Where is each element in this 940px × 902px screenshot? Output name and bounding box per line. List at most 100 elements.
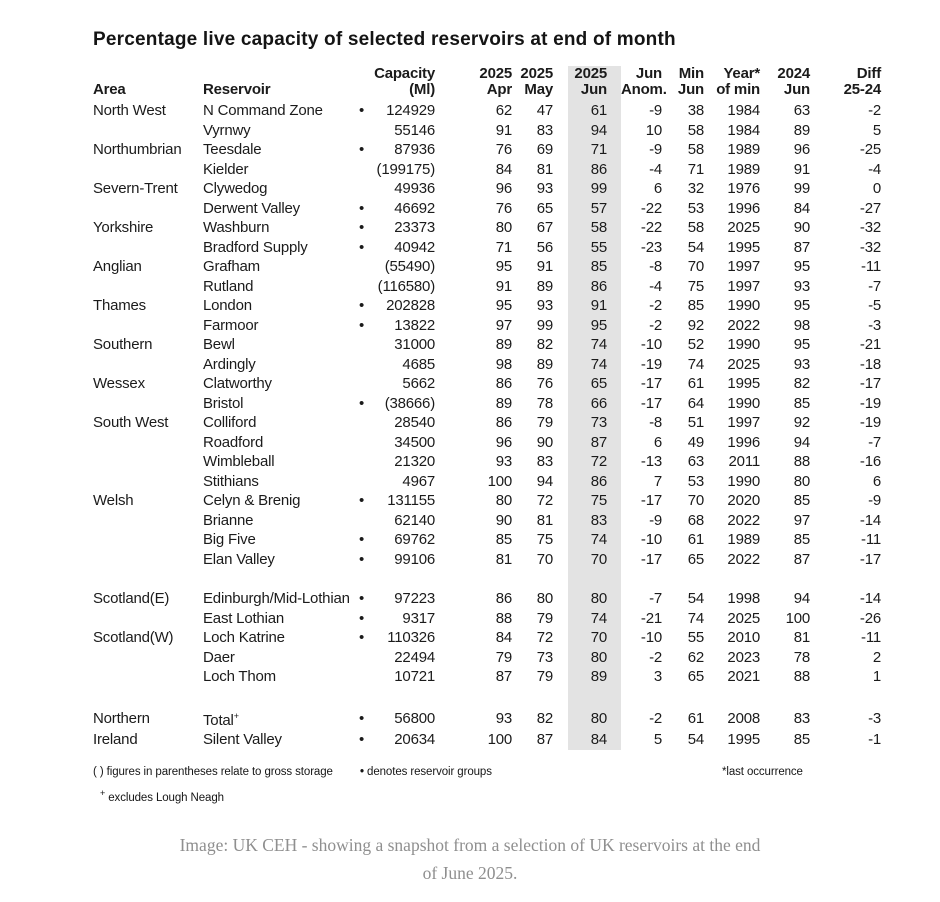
table-row: Bristol • (38666) 89 78 66 -17 64 1990 85 -19 [93, 393, 881, 413]
header-line1: 2024 [777, 65, 810, 82]
cell-anom: 6 [653, 433, 662, 451]
group-bullet-icon: • [359, 316, 365, 334]
cell-capacity: (55490) [384, 258, 436, 275]
header-line1: Capacity [374, 65, 435, 82]
cell-reservoir [203, 569, 352, 589]
cell-area: Northern [93, 709, 150, 727]
cell-area [93, 355, 203, 375]
cell-area [93, 472, 203, 492]
header-line2: of min [716, 81, 760, 98]
cell-reservoir: Loch Thom [203, 668, 276, 685]
cell-capacity: 20634 [394, 731, 435, 748]
cell-diff: -14 [859, 511, 881, 529]
table-row: Severn-Trent Clywedog 49936 96 93 99 6 32 1976 99… [93, 179, 881, 199]
cell-capacity: 99106 [394, 550, 435, 568]
cell-jun: 74 [568, 530, 621, 550]
cell-reservoir: Colliford [203, 414, 257, 431]
footnote-plus: + excludes Lough Neagh [100, 788, 224, 804]
caption-line-2: of June 2025. [422, 863, 518, 883]
cell-jun_2024: 85 [793, 394, 810, 412]
cell-year_of_min [704, 687, 760, 707]
cell-apr: 93 [495, 453, 512, 470]
cell-min_jun: 62 [687, 648, 704, 666]
group-bullet-icon: • [359, 297, 365, 314]
cell-capacity: 56800 [394, 709, 435, 727]
cell-diff: -11 [861, 531, 881, 548]
cell-may: 79 [536, 668, 553, 685]
cell-min_jun: 70 [687, 492, 704, 509]
cell-jun_2024: 83 [793, 709, 810, 727]
cell-anom: -2 [649, 297, 662, 314]
cell-diff: -4 [868, 160, 881, 178]
column-header-jun: 2025 Jun [568, 66, 621, 101]
cell-capacity: (38666) [384, 394, 436, 412]
cell-year_of_min: 2021 [727, 668, 760, 685]
table-row: Roadford 34500 96 90 87 6 49 1996 94 -7 [93, 432, 881, 453]
cell-jun: 70 [568, 549, 621, 569]
cell-diff: 5 [872, 121, 881, 139]
cell-jun: 73 [568, 413, 621, 433]
table-row: Yorkshire Washburn • 23373 80 67 58 -22 58 2025 90… [93, 218, 881, 238]
cell-apr: 62 [495, 102, 512, 119]
table-body: North West N Command Zone • 124929 62 47 61 -9 3… [93, 101, 881, 750]
cell-area: Yorkshire [93, 219, 154, 236]
cell-jun_2024: 97 [793, 511, 810, 529]
cell-group [352, 433, 370, 453]
cell-capacity: 131155 [387, 492, 435, 509]
cell-group [352, 121, 370, 141]
cell-jun_2024: 95 [793, 336, 810, 353]
table-row: Elan Valley • 99106 81 70 70 -17 65 2022 87 -17 [93, 549, 881, 569]
header-line1: 2025 [520, 65, 553, 82]
cell-area [93, 277, 203, 297]
cell-group [352, 511, 370, 531]
header-line1: Jun [635, 65, 662, 82]
cell-may: 94 [536, 472, 553, 490]
cell-anom: -21 [640, 609, 662, 627]
column-header-reservoir: Reservoir [203, 66, 352, 101]
cell-jun: 80 [568, 706, 621, 730]
cell-area [93, 667, 203, 687]
cell-area: Scotland(W) [93, 629, 174, 646]
cell-jun: 72 [568, 452, 621, 472]
cell-anom: -17 [640, 394, 662, 412]
cell-min_jun: 70 [687, 258, 704, 275]
cell-min_jun: 74 [687, 609, 704, 627]
cell-may: 83 [536, 453, 553, 470]
cell-apr: 85 [495, 531, 512, 548]
cell-capacity: (199175) [376, 160, 436, 178]
cell-capacity: 9317 [402, 609, 435, 627]
cell-apr: 100 [487, 731, 513, 748]
cell-jun: 89 [568, 667, 621, 687]
cell-jun: 94 [568, 120, 621, 140]
cell-may: 75 [536, 531, 553, 548]
cell-apr: 71 [495, 238, 512, 256]
cell-diff: -5 [868, 297, 881, 314]
table-row: Stithians 4967 100 94 86 7 53 1990 80 6 [93, 471, 881, 492]
cell-diff: -9 [868, 492, 881, 509]
cell-area: Northumbrian [93, 141, 182, 158]
cell-anom: -17 [640, 550, 662, 568]
cell-diff: -7 [868, 277, 881, 295]
cell-min_jun: 92 [687, 316, 704, 334]
cell-apr: 91 [495, 277, 512, 295]
column-header-may: 2025 May [512, 66, 568, 101]
cell-reservoir: N Command Zone [203, 102, 323, 119]
column-header-year_of_min: Year* of min [704, 66, 760, 101]
table-row: Welsh Celyn & Brenig • 131155 80 72 75 -17 70 202… [93, 491, 881, 511]
cell-jun: 86 [568, 276, 621, 296]
cell-apr: 96 [495, 180, 512, 197]
cell-anom: 5 [653, 731, 662, 748]
header-row: Area Reservoir Capacity (Ml) 2025 Apr 2025 May 2… [93, 66, 881, 101]
cell-anom: -17 [640, 375, 662, 392]
cell-group [352, 472, 370, 492]
cell-min_jun: 63 [687, 453, 704, 470]
cell-may: 67 [536, 219, 553, 236]
footnote-plus-text: excludes Lough Neagh [108, 791, 224, 804]
footnote-parentheses: ( ) figures in parentheses relate to gro… [93, 766, 333, 778]
cell-min_jun: 54 [687, 238, 704, 256]
header-line2: Apr [486, 81, 512, 98]
cell-anom [621, 569, 662, 589]
cell-capacity: 110326 [387, 629, 435, 646]
cell-min_jun: 54 [687, 590, 704, 607]
column-header-min_jun: Min Jun [662, 66, 704, 101]
